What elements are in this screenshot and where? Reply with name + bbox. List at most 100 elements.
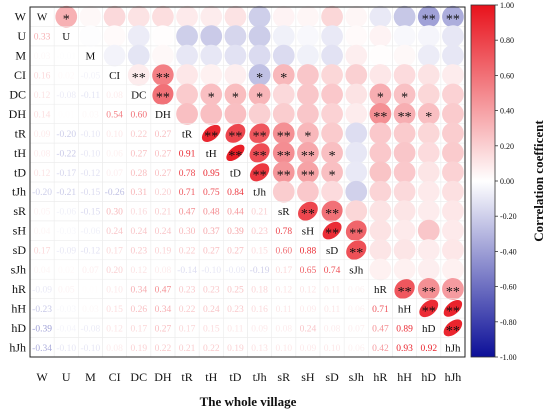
coefficient-tJh-W: -0.20 — [32, 188, 52, 198]
ellipse-DC-DH — [152, 84, 174, 105]
coefficient-DH-M: 0.03 — [82, 110, 99, 120]
coefficient-sD-sR: 0.60 — [275, 247, 292, 257]
ellipse-hH-hD — [419, 299, 439, 318]
ellipse-tJh-hR — [369, 180, 392, 203]
significance-tH-tJh: ** — [253, 149, 267, 164]
ellipse-CI-hD — [417, 64, 440, 86]
coefficient-sJh-tH: -0.10 — [201, 266, 221, 276]
ellipse-tR-tH — [201, 124, 221, 142]
row-label-tH: tH — [14, 146, 26, 160]
diagonal-label-hR: hR — [374, 284, 388, 296]
ellipse-DH-sD — [321, 103, 343, 125]
diagonal-label-sH: sH — [302, 226, 314, 238]
colorbar-tick-label: 0.40 — [500, 107, 514, 116]
coefficient-DC-U: -0.08 — [56, 91, 76, 101]
coefficient-sJh-M: 0.07 — [82, 266, 99, 276]
colorbar-tick-label: -0.40 — [500, 247, 517, 256]
significance-sD-sJh: ** — [349, 246, 363, 261]
coefficient-hJh-sD: 0.10 — [324, 344, 341, 354]
significance-hH-hD: ** — [422, 304, 436, 319]
ellipse-hH-hJh — [443, 299, 463, 317]
ellipse-CI-hH — [393, 64, 416, 86]
coefficient-hJh-hR: 0.42 — [372, 344, 389, 354]
ellipse-DH-sR — [272, 103, 295, 125]
ellipse-DC-hD — [417, 83, 440, 106]
coefficient-tD-U: -0.17 — [56, 169, 76, 179]
ellipse-M-hH — [393, 44, 416, 67]
coefficient-CI-W: 0.16 — [34, 72, 51, 82]
coefficient-sR-DH: 0.21 — [155, 208, 172, 218]
significance-DH-hD: * — [425, 110, 432, 125]
ellipse-U-sH — [297, 25, 319, 48]
row-label-hJh: hJh — [9, 340, 26, 354]
coefficient-tJh-U: -0.21 — [56, 188, 76, 198]
column-label-hH: hH — [397, 370, 412, 384]
ellipse-U-DC — [127, 25, 150, 48]
ellipse-DC-hH — [393, 83, 416, 106]
ellipse-sH-hJh — [442, 219, 464, 242]
row-label-tJh: tJh — [12, 185, 26, 199]
ellipse-DH-sJh — [345, 103, 368, 125]
significance-hD-hJh: ** — [446, 324, 460, 339]
significance-W-U: * — [63, 13, 70, 28]
coefficient-hJh-tR: 0.21 — [179, 344, 196, 354]
ellipse-W-sJh — [345, 5, 368, 28]
row-label-sJh: sJh — [11, 263, 26, 277]
colorbar-tick-label: 1.00 — [500, 1, 514, 10]
ellipse-CI-DC — [127, 64, 150, 86]
ellipse-tJh-sJh — [345, 180, 368, 203]
ellipse-DC-tJh — [248, 83, 271, 106]
colorbar-tick-label: 0.80 — [500, 36, 514, 45]
coefficient-tD-tH: 0.95 — [203, 169, 220, 179]
ellipse-W-tH — [200, 5, 223, 28]
coefficient-hH-W: -0.23 — [32, 305, 52, 315]
coefficient-hH-tJh: 0.16 — [251, 305, 268, 315]
significance-tR-tJh: ** — [253, 129, 267, 144]
row-label-sH: sH — [13, 224, 27, 238]
ellipse-sD-hD — [417, 239, 440, 261]
coefficient-hJh-sR: 0.10 — [275, 344, 292, 354]
significance-DC-hH: * — [401, 91, 408, 106]
coefficient-hH-U: -0.03 — [56, 305, 76, 315]
ellipse-hR-hD — [417, 278, 440, 300]
colorbar-tick-label: -0.80 — [500, 318, 517, 327]
coefficient-DH-U: 0.01 — [58, 110, 75, 120]
diagonal-label-tJh: tJh — [253, 187, 266, 199]
coefficient-hD-DC: 0.17 — [130, 324, 147, 334]
column-label-sD: sD — [325, 370, 339, 384]
coefficient-tR-CI: 0.10 — [106, 130, 123, 140]
coefficient-M-U: -0.01 — [56, 52, 76, 62]
coefficient-hJh-sJh: 0.06 — [348, 344, 365, 354]
x-axis-title: The whole village — [200, 394, 297, 409]
ellipse-tD-hJh — [442, 161, 464, 184]
row-labels: WUM CI DC DH tR tH tD tJh sR sH sD sJh hR hH hD hJh — [9, 10, 27, 355]
ellipse-tR-hJh — [442, 122, 464, 145]
row-label-hH: hH — [11, 301, 26, 315]
diagonal-label-tD: tD — [230, 167, 241, 179]
ellipse-CI-tR — [176, 64, 198, 86]
coefficient-sH-CI: 0.24 — [106, 227, 123, 237]
coefficient-sH-U: -0.03 — [56, 227, 76, 237]
ellipse-tJh-hD — [417, 180, 440, 203]
coefficient-sH-tJh: 0.23 — [251, 227, 268, 237]
ellipse-U-hR — [369, 25, 392, 48]
coefficient-sJh-tD: -0.09 — [226, 266, 246, 276]
ellipse-DC-tD — [224, 83, 247, 106]
ellipse-U-hD — [417, 25, 440, 48]
coefficient-tR-M: -0.10 — [81, 130, 101, 140]
ellipse-sR-hD — [417, 200, 440, 223]
significance-tH-tD: ** — [228, 149, 242, 164]
ellipse-sD-hH — [393, 239, 416, 261]
coefficient-hR-M: 0.01 — [82, 285, 99, 295]
ellipse-tH-sJh — [345, 141, 368, 164]
coefficient-DH-CI: 0.54 — [106, 110, 123, 120]
coefficient-sD-tH: 0.27 — [203, 247, 220, 257]
ellipse-W-DH — [152, 5, 174, 28]
ellipse-sJh-hH — [393, 258, 416, 281]
significance-tD-sD: * — [329, 168, 336, 183]
ellipse-tD-hD — [417, 161, 440, 184]
ellipse-DC-hR — [369, 83, 392, 106]
colorbar-tick-label: 0.00 — [500, 177, 514, 186]
significance-DC-tJh: * — [256, 91, 263, 106]
ellipse-tR-hD — [417, 122, 440, 145]
